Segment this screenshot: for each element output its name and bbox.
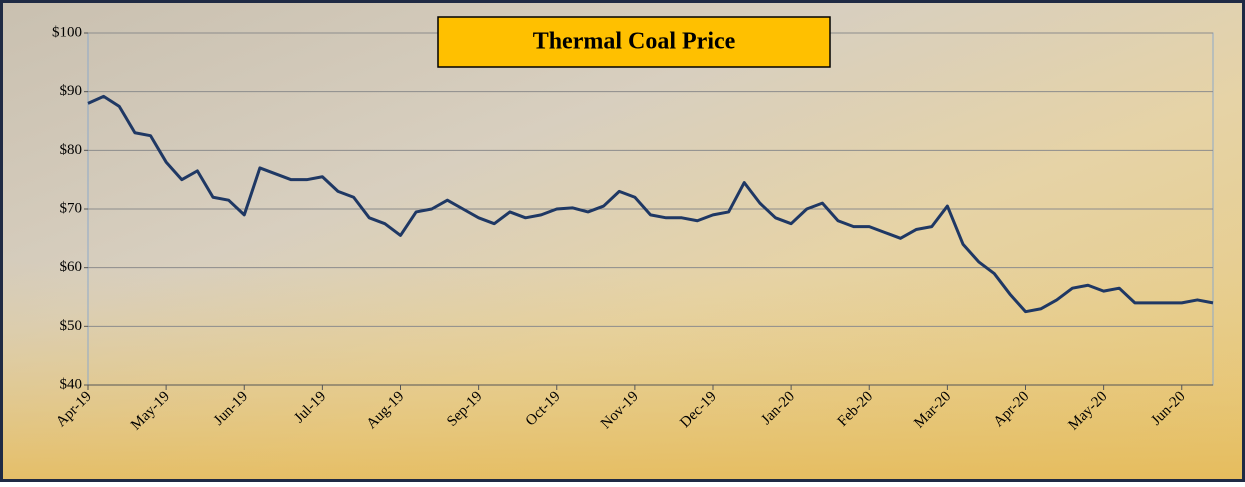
y-tick-label: $100 — [52, 24, 82, 40]
y-tick-label: $60 — [60, 259, 83, 275]
chart: $40$50$60$70$80$90$100Apr-19May-19Jun-19… — [0, 0, 1245, 482]
background-shade — [0, 260, 1245, 482]
y-tick-label: $70 — [60, 200, 83, 216]
y-tick-label: $50 — [60, 318, 83, 334]
y-tick-label: $90 — [60, 83, 83, 99]
y-tick-label: $80 — [60, 142, 83, 158]
chart-title: Thermal Coal Price — [533, 29, 736, 55]
y-tick-label: $40 — [60, 376, 83, 392]
